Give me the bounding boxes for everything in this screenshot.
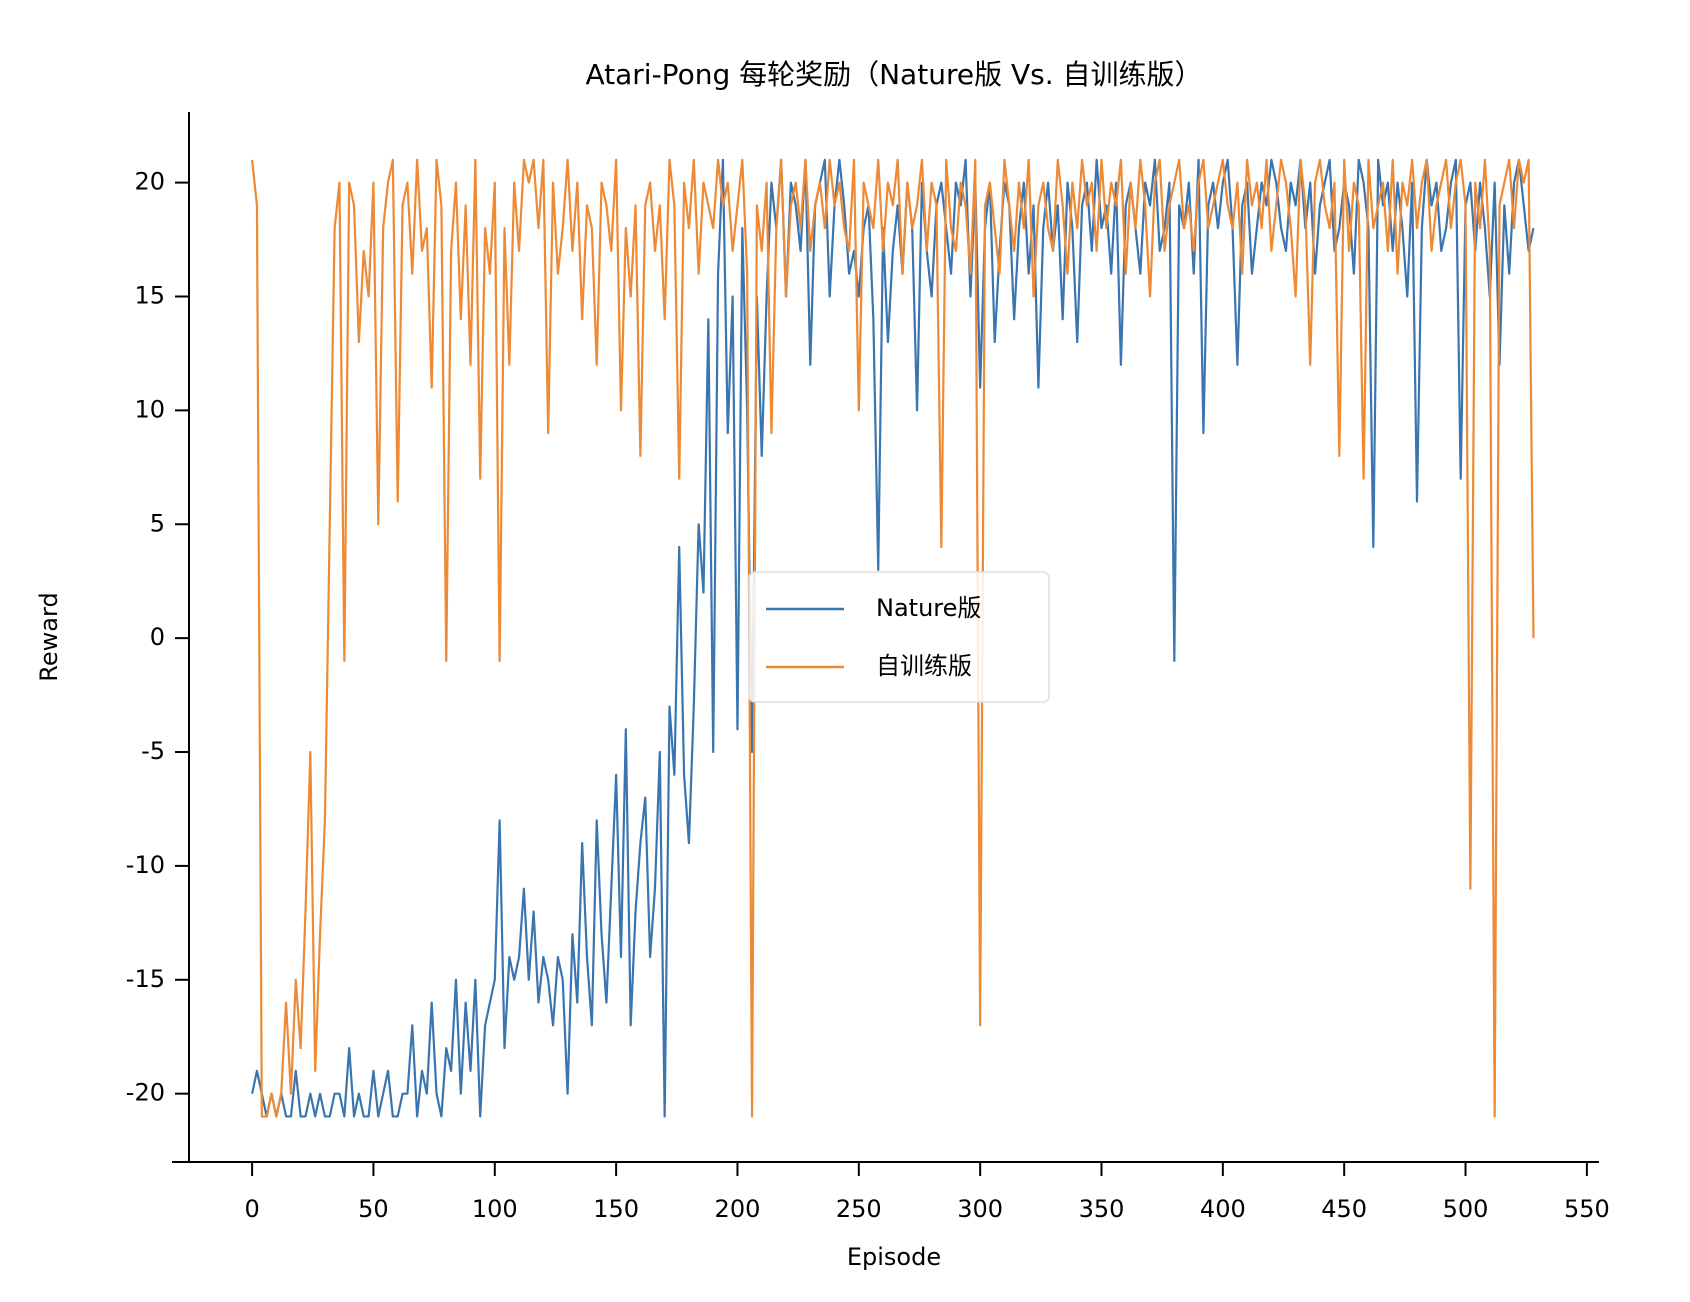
- x-tick-label: 400: [1200, 1195, 1246, 1223]
- x-tick-label: 250: [836, 1195, 882, 1223]
- x-tick-label: 0: [244, 1195, 259, 1223]
- y-tick-label: 20: [134, 168, 165, 196]
- legend-label: 自训练版: [876, 652, 972, 680]
- y-tick-label: -15: [126, 965, 165, 993]
- y-tick-label: -10: [126, 851, 165, 879]
- y-tick-label: 5: [150, 509, 165, 537]
- x-axis-label: Episode: [847, 1243, 941, 1271]
- series-line: [251, 158, 1535, 1118]
- y-tick-label: -20: [126, 1079, 165, 1107]
- x-tick-label: 500: [1443, 1195, 1489, 1223]
- y-tick-label: -5: [141, 737, 165, 765]
- y-tick-label: 0: [150, 623, 165, 651]
- x-tick-label: 300: [957, 1195, 1003, 1223]
- x-tick-label: 200: [715, 1195, 761, 1223]
- x-tick-label: 450: [1321, 1195, 1367, 1223]
- y-tick-label: 15: [134, 281, 165, 309]
- x-tick-label: 150: [593, 1195, 639, 1223]
- x-tick-label: 50: [358, 1195, 389, 1223]
- x-tick-label: 350: [1079, 1195, 1125, 1223]
- legend-label: Nature版: [876, 594, 981, 622]
- legend-box: [748, 571, 1050, 703]
- x-tick-label: 100: [472, 1195, 518, 1223]
- series-line: [251, 158, 1535, 1118]
- y-tick-label: 10: [134, 395, 165, 423]
- y-axis-label: Reward: [35, 592, 63, 681]
- x-tick-label: 550: [1564, 1195, 1610, 1223]
- chart-title: Atari-Pong 每轮奖励（Nature版 Vs. 自训练版）: [585, 58, 1202, 91]
